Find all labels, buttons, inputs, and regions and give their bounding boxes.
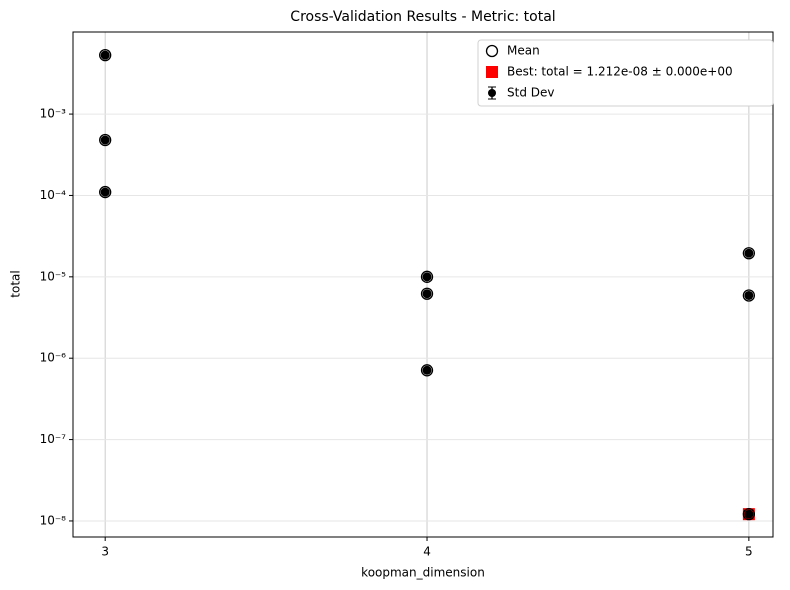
std-point	[744, 248, 754, 258]
mean-point	[420, 287, 434, 300]
y-axis-label: total	[9, 270, 23, 297]
legend-box	[477, 39, 774, 107]
y-tick-label: 10⁻⁵	[40, 269, 67, 283]
x-axis-label: koopman_dimension	[361, 566, 485, 580]
std-point	[100, 135, 110, 145]
mean-point	[99, 133, 112, 147]
x-tick-label: 4	[423, 545, 431, 559]
legend-label: Mean	[507, 44, 540, 58]
mean-point	[742, 508, 756, 521]
plot-frame	[72, 31, 774, 538]
x-tick-label: 5	[745, 545, 753, 559]
std-point	[744, 290, 754, 300]
legend-label: Std Dev	[507, 86, 554, 100]
y-tick-label: 10⁻⁸	[40, 513, 67, 527]
std-point	[422, 272, 432, 282]
mean-point	[420, 270, 434, 283]
mean-point	[420, 364, 434, 377]
mean-point	[99, 48, 112, 62]
legend-marker	[488, 89, 496, 97]
std-point	[422, 289, 432, 299]
y-tick-label: 10⁻⁴	[40, 188, 67, 202]
legend-marker	[486, 66, 498, 78]
mean-point	[742, 247, 756, 260]
std-point	[100, 50, 110, 60]
std-point	[100, 187, 110, 197]
std-point	[422, 365, 432, 375]
std-point	[744, 509, 754, 519]
chart-title: Cross-Validation Results - Metric: total	[290, 9, 555, 25]
y-tick-label: 10⁻⁷	[40, 432, 67, 446]
mean-point	[742, 289, 756, 302]
y-tick-label: 10⁻³	[40, 107, 67, 121]
legend-label: Best: total = 1.212e-08 ± 0.000e+00	[507, 65, 733, 79]
x-tick-label: 3	[101, 545, 109, 559]
mean-point	[99, 185, 112, 199]
y-tick-label: 10⁻⁶	[40, 351, 67, 365]
legend-marker	[485, 44, 499, 58]
